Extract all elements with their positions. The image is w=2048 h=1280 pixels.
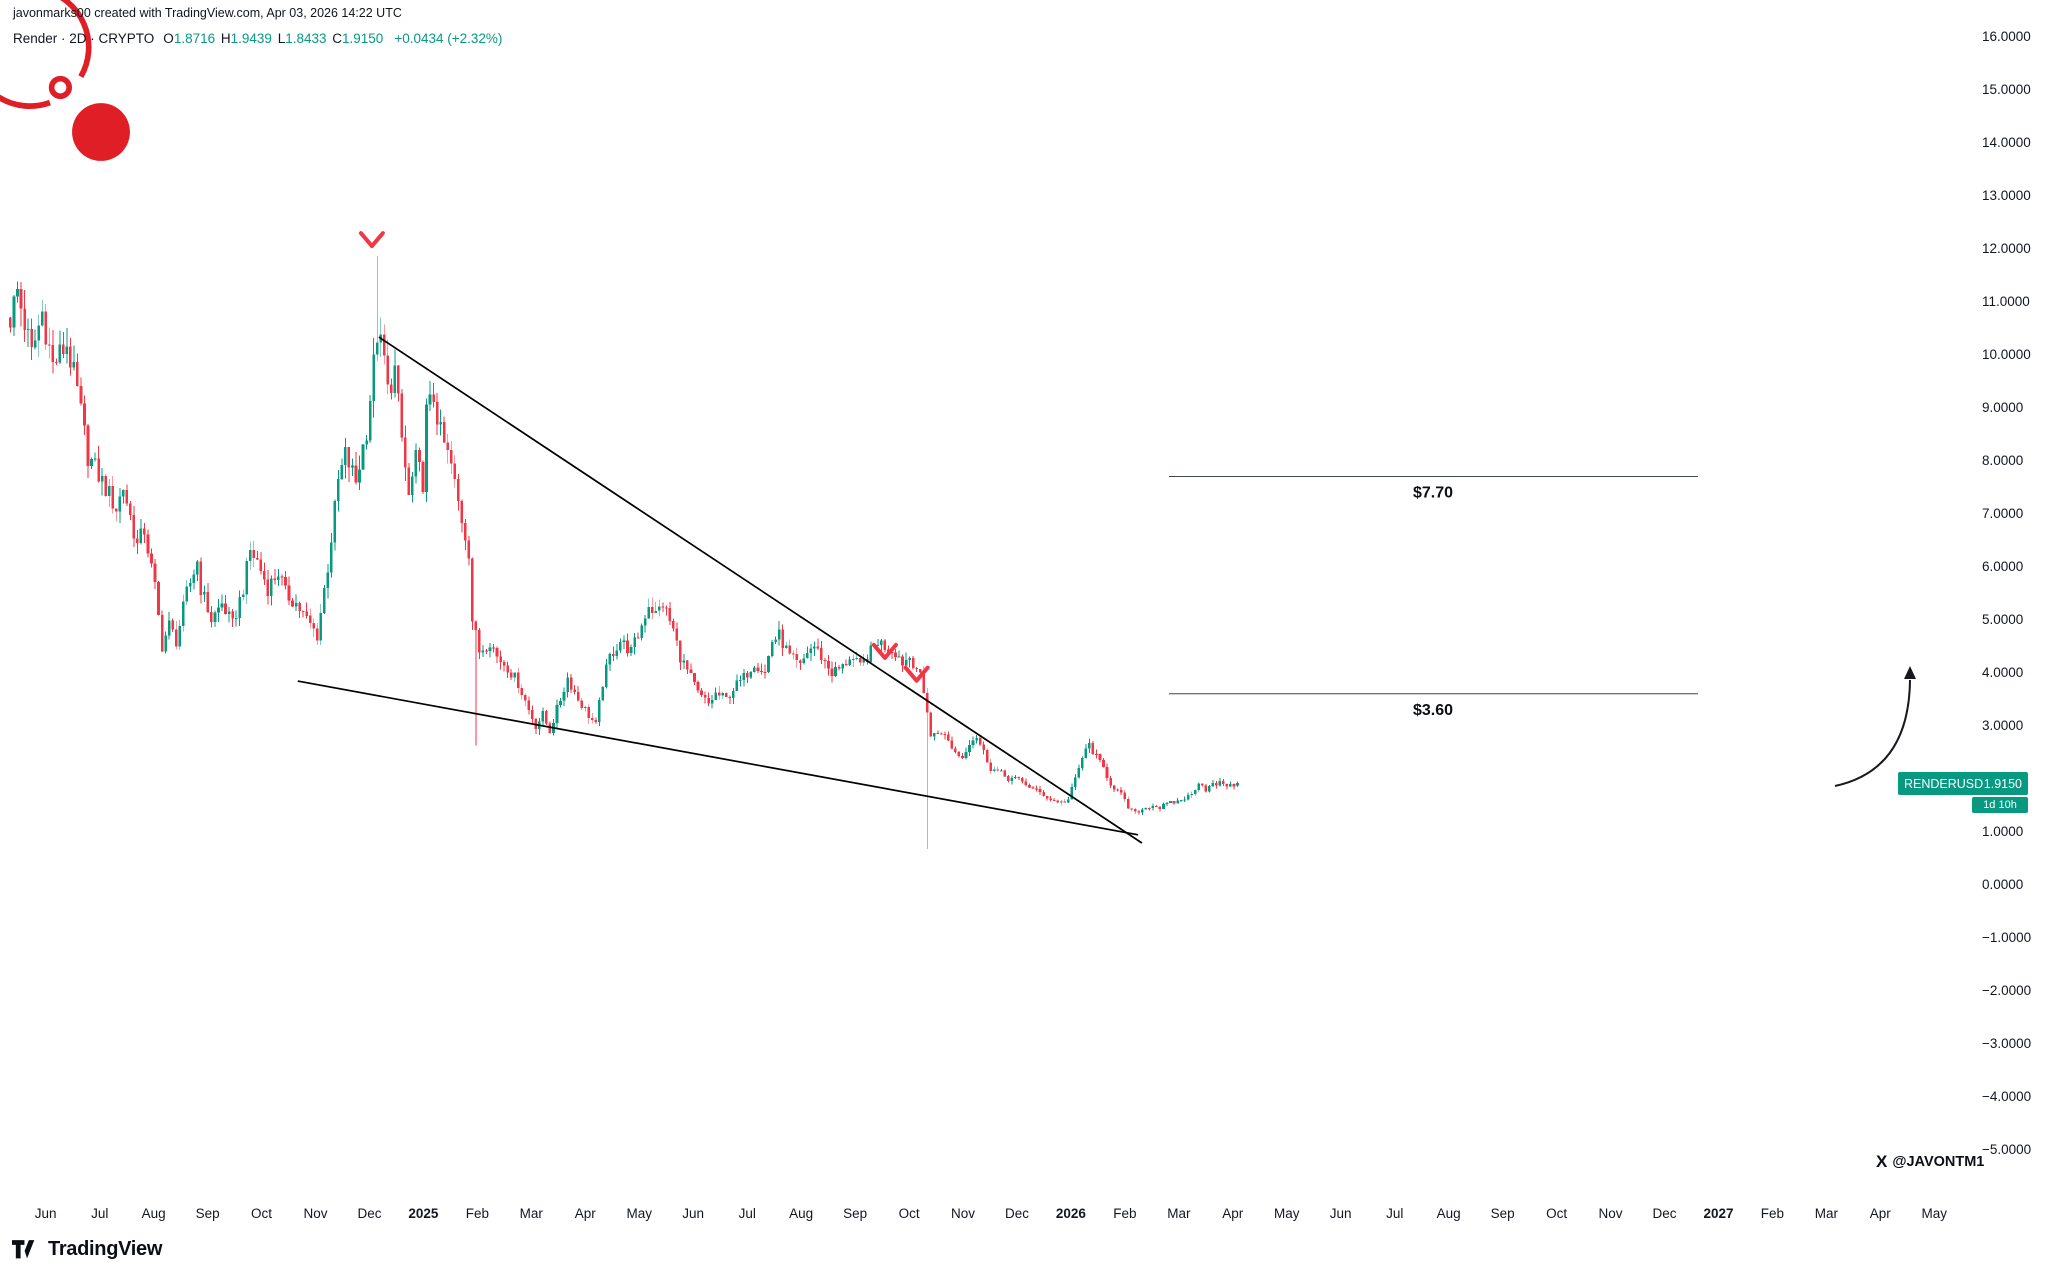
wedge-trendlines[interactable] bbox=[297, 336, 1143, 844]
price-axis-label: 8.0000 bbox=[1982, 453, 2023, 468]
time-axis-label: Dec bbox=[357, 1206, 381, 1221]
time-axis-label: Jun bbox=[682, 1206, 704, 1221]
price-axis-label: 14.0000 bbox=[1982, 135, 2031, 150]
time-axis-label: Apr bbox=[1222, 1206, 1244, 1221]
projection-arrow[interactable] bbox=[1834, 666, 1916, 787]
price-axis-label: −2.0000 bbox=[1982, 983, 2031, 998]
time-axis-label: Nov bbox=[303, 1206, 327, 1221]
time-axis-label: Jun bbox=[35, 1206, 57, 1221]
x-watermark: X @JAVONTM1 bbox=[1876, 1152, 1984, 1172]
target-level-label: $7.70 bbox=[1413, 485, 1453, 502]
time-axis-label: Nov bbox=[1598, 1206, 1622, 1221]
chevron-down-markers[interactable] bbox=[358, 231, 930, 683]
time-axis-label: Dec bbox=[1652, 1206, 1676, 1221]
time-axis-label: Feb bbox=[1113, 1206, 1136, 1221]
chevron-down-icon bbox=[358, 231, 385, 249]
ohlc-values: O1.8716 H1.9439 L1.8433 C1.9150 bbox=[163, 31, 385, 46]
time-axis-label: May bbox=[627, 1206, 653, 1221]
price-axis-label: −5.0000 bbox=[1982, 1142, 2031, 1157]
attribution-text: javonmarks00 created with TradingView.co… bbox=[13, 6, 402, 20]
time-axis-label: Jul bbox=[1386, 1206, 1403, 1221]
time-axis-label: 2027 bbox=[1703, 1206, 1733, 1221]
time-axis-label: Aug bbox=[142, 1206, 166, 1221]
price-axis-label: 6.0000 bbox=[1982, 559, 2023, 574]
change-value: +0.0434 (+2.32%) bbox=[394, 31, 503, 46]
price-axis-label: 11.0000 bbox=[1982, 294, 2030, 309]
tradingview-brand: TradingView bbox=[48, 1238, 163, 1260]
time-axis-label: Dec bbox=[1005, 1206, 1029, 1221]
price-axis-label: 0.0000 bbox=[1982, 877, 2023, 892]
last-price-badge: RENDERUSD 1.9150 bbox=[1898, 772, 2028, 795]
price-axis-label: 13.0000 bbox=[1982, 188, 2031, 203]
x-logo-icon: X bbox=[1876, 1152, 1887, 1171]
time-axis-label: May bbox=[1274, 1206, 1300, 1221]
time-axis-label: Nov bbox=[951, 1206, 975, 1221]
wedge-lower bbox=[297, 680, 1139, 836]
time-axis-label: Aug bbox=[1437, 1206, 1461, 1221]
candles bbox=[9, 256, 1239, 850]
time-axis-label: Feb bbox=[1761, 1206, 1784, 1221]
time-axis-label: 2025 bbox=[408, 1206, 439, 1221]
price-axis-label: 4.0000 bbox=[1982, 665, 2023, 680]
time-axis[interactable]: Jun Jul Aug Sep Oct Nov Dec 2025 Feb Mar Apr May Jun… bbox=[35, 1206, 1947, 1221]
price-axis-label: 1.0000 bbox=[1982, 824, 2023, 839]
time-axis-label: Oct bbox=[899, 1206, 920, 1221]
ohlc-pair: C1.9150 bbox=[332, 31, 384, 46]
time-axis-label: Sep bbox=[843, 1206, 867, 1221]
watermark-handle: @JAVONTM1 bbox=[1892, 1154, 1985, 1170]
time-axis-label: Mar bbox=[1167, 1206, 1191, 1221]
ohlc-pair: L1.8433 bbox=[277, 31, 327, 46]
price-axis-label: −4.0000 bbox=[1982, 1089, 2031, 1104]
badge-symbol-label: RENDERUSD bbox=[1904, 776, 1984, 791]
symbol-title[interactable]: Render · 2D · CRYPTO bbox=[13, 31, 155, 46]
time-axis-label: Sep bbox=[196, 1206, 220, 1221]
tradingview-logo-icon bbox=[12, 1240, 40, 1259]
price-axis-label: 3.0000 bbox=[1982, 718, 2023, 733]
render-network-logo-icon bbox=[0, 0, 163, 194]
wedge-upper bbox=[378, 336, 1143, 844]
badge-price-value: 1.9150 bbox=[1983, 776, 2022, 791]
time-axis-label: Aug bbox=[789, 1206, 813, 1221]
price-axis-label: 10.0000 bbox=[1982, 347, 2031, 362]
time-axis-label: Feb bbox=[466, 1206, 489, 1221]
time-axis-label: Mar bbox=[1815, 1206, 1839, 1221]
ohlc-pair: H1.9439 bbox=[220, 31, 272, 46]
chevron-down-icon bbox=[871, 642, 898, 660]
time-axis-label: Jul bbox=[739, 1206, 756, 1221]
tradingview-footer[interactable]: TradingView bbox=[12, 1238, 162, 1261]
time-axis-label: 2026 bbox=[1056, 1206, 1087, 1221]
time-axis-label: Apr bbox=[1870, 1206, 1892, 1221]
time-axis-label: Oct bbox=[1546, 1206, 1567, 1221]
chevron-down-icon bbox=[903, 665, 930, 683]
time-axis-label: Oct bbox=[251, 1206, 272, 1221]
time-axis-label: Jul bbox=[91, 1206, 108, 1221]
price-axis-label: 15.0000 bbox=[1982, 82, 2031, 97]
price-axis[interactable]: 16.0000 15.0000 14.0000 13.0000 12.0000 11.00… bbox=[1982, 29, 2031, 1157]
symbol-info-row: Render · 2D · CRYPTO O1.8716 H1.9439 L1.… bbox=[13, 31, 502, 46]
price-axis-label: −3.0000 bbox=[1982, 1036, 2031, 1051]
price-axis-label: 9.0000 bbox=[1982, 400, 2023, 415]
time-axis-label: Jun bbox=[1330, 1206, 1352, 1221]
price-axis-label: −1.0000 bbox=[1982, 930, 2031, 945]
ohlc-pair: O1.8716 bbox=[163, 31, 216, 46]
time-axis-label: May bbox=[1922, 1206, 1948, 1221]
price-axis-label: 16.0000 bbox=[1982, 29, 2031, 44]
bar-close-countdown: 1d 10h bbox=[1972, 797, 2028, 813]
price-axis-label: 5.0000 bbox=[1982, 612, 2023, 627]
time-axis-label: Mar bbox=[520, 1206, 544, 1221]
time-axis-label: Apr bbox=[575, 1206, 597, 1221]
price-axis-label: 12.0000 bbox=[1982, 241, 2031, 256]
price-target-levels[interactable]: $7.70 $3.60 bbox=[1169, 476, 1698, 719]
price-axis-label: 7.0000 bbox=[1982, 506, 2023, 521]
time-axis-label: Sep bbox=[1491, 1206, 1515, 1221]
target-level-label: $3.60 bbox=[1413, 702, 1453, 719]
